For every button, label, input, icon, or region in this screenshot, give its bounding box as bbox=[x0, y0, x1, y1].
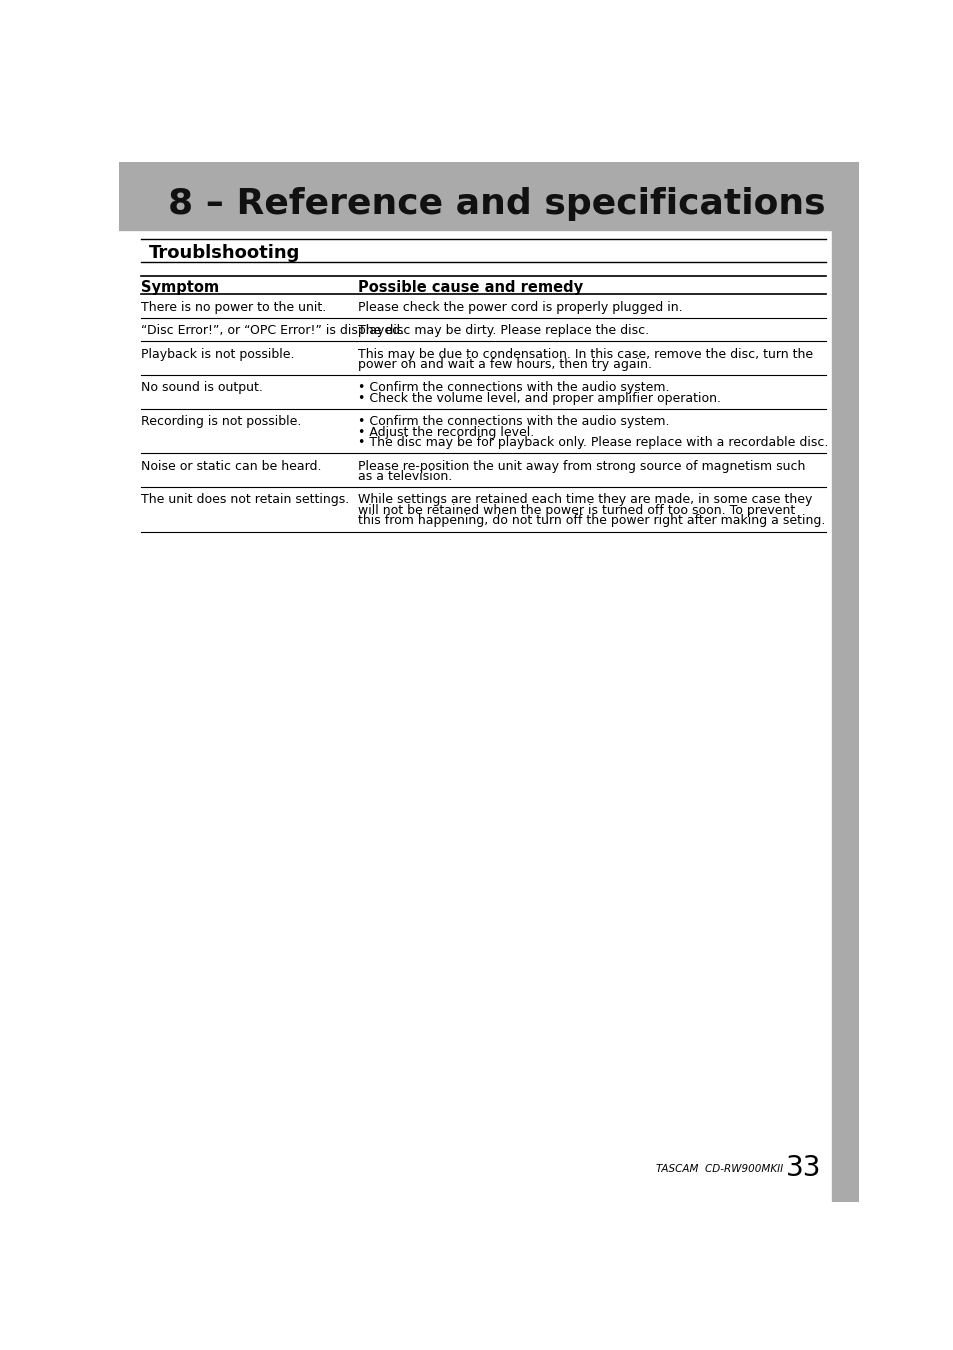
Text: Recording is not possible.: Recording is not possible. bbox=[141, 416, 301, 428]
Text: will not be retained when the power is turned off too soon. To prevent: will not be retained when the power is t… bbox=[357, 504, 795, 517]
Text: Please check the power cord is properly plugged in.: Please check the power cord is properly … bbox=[357, 301, 681, 313]
Text: • Adjust the recording level.: • Adjust the recording level. bbox=[357, 425, 534, 439]
Bar bbox=[119, 162, 831, 230]
Text: this from happening, do not turn off the power right after making a seting.: this from happening, do not turn off the… bbox=[357, 514, 824, 528]
Text: While settings are retained each time they are made, in some case they: While settings are retained each time th… bbox=[357, 494, 811, 506]
Text: • The disc may be for playback only. Please replace with a recordable disc.: • The disc may be for playback only. Ple… bbox=[357, 436, 827, 450]
Text: Noise or static can be heard.: Noise or static can be heard. bbox=[141, 459, 321, 472]
Text: Possible cause and remedy: Possible cause and remedy bbox=[357, 279, 582, 294]
Text: Please re-position the unit away from strong source of magnetism such: Please re-position the unit away from st… bbox=[357, 459, 804, 472]
Text: No sound is output.: No sound is output. bbox=[141, 382, 262, 394]
Text: TASCAM  CD-RW900MKII: TASCAM CD-RW900MKII bbox=[655, 1164, 781, 1174]
Text: The disc may be dirty. Please replace the disc.: The disc may be dirty. Please replace th… bbox=[357, 324, 648, 338]
Text: • Confirm the connections with the audio system.: • Confirm the connections with the audio… bbox=[357, 382, 669, 394]
Text: as a television.: as a television. bbox=[357, 470, 452, 483]
Text: There is no power to the unit.: There is no power to the unit. bbox=[141, 301, 326, 313]
Text: 33: 33 bbox=[785, 1154, 821, 1181]
Text: Troublshooting: Troublshooting bbox=[149, 244, 300, 262]
Text: Playback is not possible.: Playback is not possible. bbox=[141, 347, 294, 360]
Text: • Check the volume level, and proper amplifier operation.: • Check the volume level, and proper amp… bbox=[357, 392, 720, 405]
Text: This may be due to condensation. In this case, remove the disc, turn the: This may be due to condensation. In this… bbox=[357, 347, 812, 360]
Text: power on and wait a few hours, then try again.: power on and wait a few hours, then try … bbox=[357, 358, 651, 371]
Bar bbox=[831, 162, 858, 1202]
Text: The unit does not retain settings.: The unit does not retain settings. bbox=[141, 494, 349, 506]
Text: “Disc Error!”, or “OPC Error!” is displayed.: “Disc Error!”, or “OPC Error!” is displa… bbox=[141, 324, 404, 338]
Text: 8 – Reference and specifications: 8 – Reference and specifications bbox=[168, 188, 824, 221]
Text: • Confirm the connections with the audio system.: • Confirm the connections with the audio… bbox=[357, 416, 669, 428]
Text: Symptom: Symptom bbox=[141, 279, 219, 294]
